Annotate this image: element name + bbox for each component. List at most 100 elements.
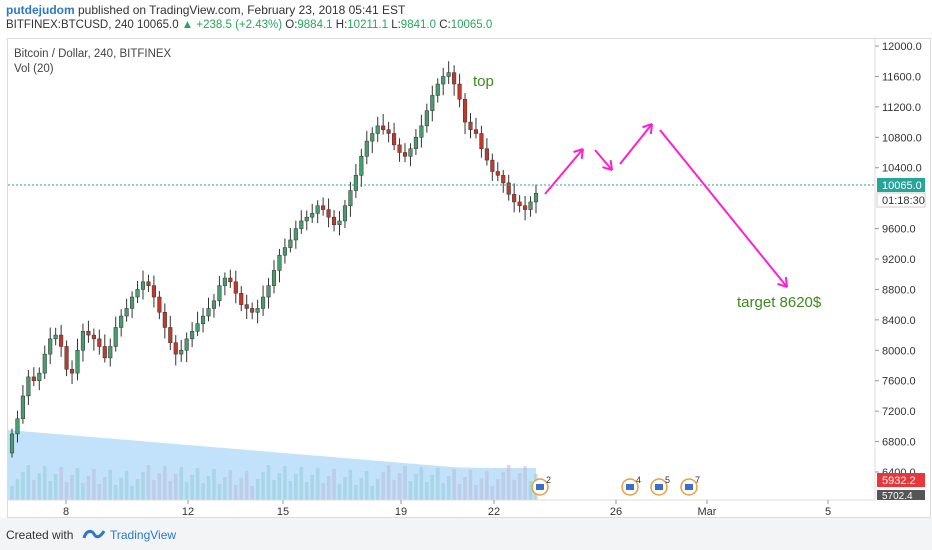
projection-arrowhead <box>642 123 653 129</box>
price-tick-label: 7200.0 <box>882 406 916 418</box>
vol-badge-1 <box>877 473 925 487</box>
candle-body <box>304 216 309 222</box>
low-label: L: <box>391 19 401 31</box>
publish-text: published on TradingView.com, February 2… <box>78 3 406 17</box>
candle-body <box>168 327 173 343</box>
price-tick-label: 8800.0 <box>882 284 916 296</box>
candle-body <box>452 72 457 85</box>
chart-header: putdejudom published on TradingView.com,… <box>0 0 932 38</box>
candle-body <box>321 205 326 210</box>
author-link[interactable]: putdejudom <box>6 3 75 17</box>
price-chart[interactable]: top target 8620$ Bitcoin / Dollar, 240, … <box>0 0 932 518</box>
candle-body <box>151 285 156 298</box>
candle-body <box>506 182 511 195</box>
price-tick-label: 8000.0 <box>882 345 916 357</box>
price-axis[interactable]: 12000.0 11600.0 11200.0 10800.0 10400.0 9600.… <box>875 41 922 479</box>
candle-body <box>190 331 195 340</box>
candle-body <box>124 308 129 317</box>
candle-body <box>261 296 266 309</box>
high-label: H: <box>335 19 348 31</box>
candle-body <box>42 353 47 374</box>
candle-body <box>397 144 402 153</box>
projection-arrowhead <box>580 148 584 160</box>
candle-body <box>173 342 178 355</box>
last-price-badge <box>877 178 925 192</box>
candle-body <box>282 247 287 256</box>
last-price-badge-text: 10065.0 <box>882 180 922 192</box>
candle-body <box>501 175 506 184</box>
price-tick-label: 12000.0 <box>882 41 922 53</box>
candle-body <box>91 334 96 340</box>
candle-body <box>479 133 484 149</box>
candle-body <box>413 137 418 149</box>
candle-body <box>337 220 342 226</box>
low-value: 9841.0 <box>400 19 436 31</box>
projection-arrowhead <box>609 159 613 171</box>
candle-body <box>462 99 468 123</box>
candle-body <box>392 133 397 146</box>
projection-segment <box>594 149 613 171</box>
price-tick-label: 10800.0 <box>882 132 922 144</box>
legend-vol: Vol (20) <box>14 63 54 75</box>
time-tick-label: 22 <box>488 506 500 518</box>
annotation-top: top <box>473 73 494 90</box>
price-tick-label: 10400.0 <box>882 163 922 175</box>
candle-body <box>20 395 25 419</box>
candle-body <box>31 376 36 381</box>
candle-body <box>342 205 348 222</box>
time-tick-label: 5 <box>825 506 831 518</box>
candle-body <box>119 315 124 328</box>
tradingview-link[interactable]: TradingView <box>110 528 177 542</box>
vol-badge-2 <box>877 490 925 500</box>
price-tick-label: 9200.0 <box>882 254 916 266</box>
candle-body <box>288 239 293 248</box>
candle-body <box>15 418 20 435</box>
publish-line: putdejudom published on TradingView.com,… <box>6 3 405 17</box>
open-label: O: <box>285 19 298 31</box>
candle-body <box>102 346 107 359</box>
time-tick-label: Mar <box>698 506 717 518</box>
time-tick-label: 8 <box>63 506 69 518</box>
candles <box>9 61 539 458</box>
candle-body <box>533 192 539 203</box>
projection-segment <box>619 123 653 165</box>
candle-body <box>217 285 222 302</box>
candle-body <box>113 327 118 347</box>
event-count: 4 <box>636 475 641 485</box>
candle-body <box>130 296 135 309</box>
created-with-label: Created with <box>6 528 74 542</box>
countdown-badge <box>876 192 926 208</box>
candle-body <box>484 148 489 161</box>
annotation-target: target 8620$ <box>737 294 822 311</box>
candle-body <box>517 201 522 206</box>
candle-body <box>435 83 440 96</box>
price-tick-label: 8400.0 <box>882 315 916 327</box>
candle-body <box>386 129 391 134</box>
candle-body <box>64 346 69 370</box>
candle-body <box>348 190 353 207</box>
time-axis[interactable]: 8 12 15 19 22 26 Mar 5 <box>63 500 831 518</box>
candle-body <box>441 76 446 85</box>
event-count: 7 <box>695 475 700 485</box>
vol-badge-2-text: 5702.4 <box>882 491 913 502</box>
event-markers[interactable]: 2 4 5 7 <box>531 475 700 496</box>
price-tick-label: 6800.0 <box>882 437 916 449</box>
projection-segment <box>659 129 788 288</box>
projection-arrowhead <box>777 282 788 288</box>
candle-body <box>528 201 533 210</box>
countdown-text: 01:18:30 <box>882 195 925 207</box>
candle-body <box>419 125 424 138</box>
candle-body <box>446 72 451 77</box>
price-tick-label: 7600.0 <box>882 376 916 388</box>
candle-body <box>408 148 413 157</box>
vol-badge-1-text: 5932.2 <box>882 475 916 487</box>
candle-body <box>250 308 255 313</box>
candle-body <box>490 159 495 172</box>
candle-body <box>206 308 211 317</box>
candle-body <box>239 292 244 305</box>
candle-body <box>97 338 102 347</box>
candle-body <box>359 156 364 176</box>
symbol-label: BITFINEX:BTCUSD, 240 <box>6 19 134 31</box>
candle-body <box>184 338 189 351</box>
close-label: C: <box>439 19 451 31</box>
